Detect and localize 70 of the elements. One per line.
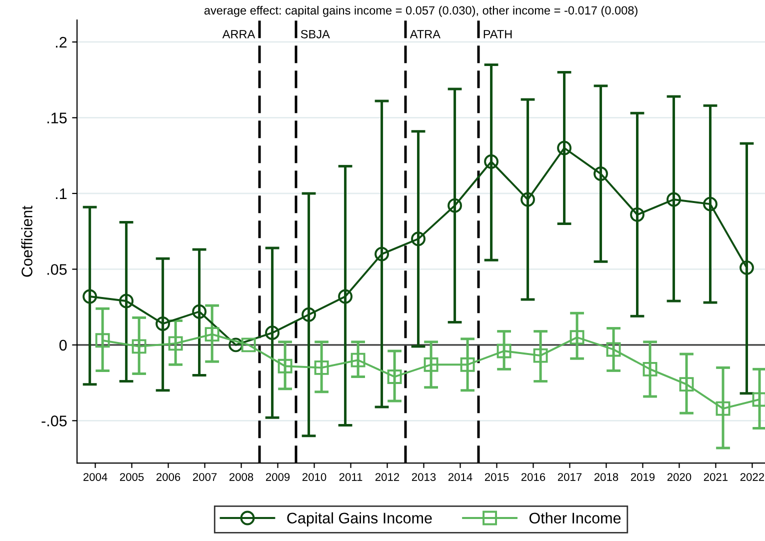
x-tick-label: 2005: [120, 473, 144, 481]
point: [496, 344, 512, 358]
point: [570, 330, 584, 345]
point: [448, 198, 462, 213]
point: [204, 327, 220, 342]
point: [168, 336, 183, 351]
ref-line-label: ATRA: [410, 30, 440, 38]
x-tick-label: 2020: [667, 473, 692, 481]
x-tick-label: 2013: [412, 473, 436, 481]
point: [606, 342, 621, 357]
point: [350, 352, 366, 368]
y-tick-label: -.05: [42, 416, 67, 426]
ref-line-label: PATH: [484, 30, 512, 38]
point: [338, 289, 353, 304]
x-tick-label: 2015: [484, 473, 509, 481]
legend-label: Other Income: [529, 512, 621, 524]
x-tick-label: 2021: [704, 473, 728, 481]
point: [557, 140, 572, 156]
point: [387, 370, 402, 384]
x-tick-label: 2004: [83, 473, 108, 481]
x-tick-label: 2017: [558, 473, 582, 481]
point: [484, 154, 498, 169]
ref-line-label: SBJA: [300, 30, 330, 38]
x-tick-label: 2022: [740, 473, 764, 481]
point: [740, 260, 754, 275]
ref-line-label: ARRA: [222, 30, 256, 38]
x-tick-label: 2016: [521, 473, 546, 481]
point: [594, 166, 608, 181]
legend-label: Capital Gains Income: [287, 512, 432, 527]
point: [241, 338, 256, 352]
y-tick-label: .1: [56, 188, 67, 199]
point: [374, 246, 390, 262]
point: [314, 360, 329, 375]
x-tick-label: 2019: [630, 473, 655, 481]
point: [716, 401, 730, 416]
y-tick-label: .2: [56, 36, 67, 48]
y-tick-label: 0: [59, 340, 67, 351]
y-axis-title: Coefficient: [21, 206, 32, 277]
x-tick-label: 2008: [229, 473, 254, 481]
point: [630, 207, 644, 222]
point: [460, 357, 475, 372]
x-tick-label: 2009: [266, 473, 290, 481]
x-tick-label: 2018: [594, 473, 618, 481]
point: [192, 304, 207, 319]
point: [265, 326, 280, 340]
x-tick-label: 2012: [375, 473, 400, 481]
point: [679, 377, 694, 392]
point: [228, 338, 244, 352]
point: [424, 357, 438, 372]
x-tick-label: 2011: [339, 473, 362, 481]
point: [666, 192, 681, 207]
point: [703, 196, 718, 212]
point: [533, 348, 548, 363]
y-tick-label: .15: [47, 112, 67, 124]
point: [520, 192, 535, 207]
chart-title: average effect: capital gains income = 0.057 (0.030), other income = -0.017 (0.008): [204, 6, 638, 17]
x-tick-label: 2010: [302, 473, 326, 481]
point: [278, 358, 292, 374]
point: [156, 316, 170, 331]
point: [411, 232, 426, 246]
x-tick-label: 2007: [192, 473, 217, 481]
point: [642, 362, 658, 376]
point: [82, 289, 98, 304]
y-tick-label: .05: [47, 264, 67, 275]
x-tick-label: 2014: [448, 473, 472, 481]
point: [302, 307, 316, 322]
point: [95, 333, 110, 348]
x-tick-label: 2006: [156, 473, 180, 481]
point: [132, 339, 146, 354]
point: [119, 294, 134, 308]
